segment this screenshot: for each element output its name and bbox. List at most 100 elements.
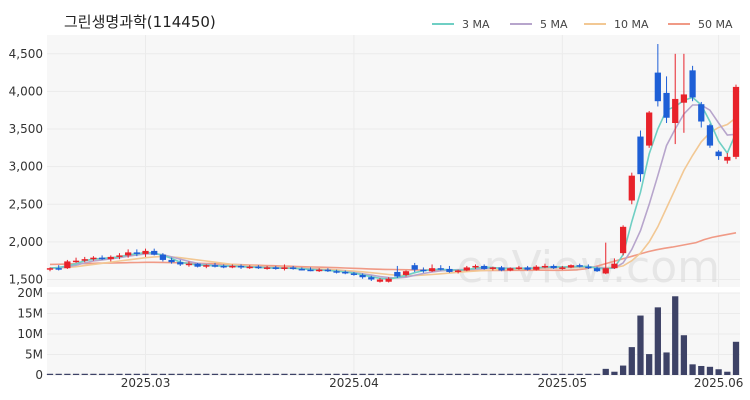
volume-bar [133,373,140,375]
volume-tick-label: 5M [25,348,43,362]
axis-labels: 1,500 2,000 2,500 3,000 3,500 4,000 4,500 0 5M 10… [9,47,744,390]
volume-bar [541,373,549,375]
candle-body [298,268,305,271]
candle-body [220,265,227,268]
volume-bar [185,373,193,375]
volume-bar [229,373,236,375]
volume-bar [98,373,106,375]
candle-body [116,255,123,257]
volume-bar [116,373,123,375]
volume-bar [698,365,705,375]
candle-body [324,269,331,272]
volume-bar [211,373,219,375]
candle-body [646,112,653,146]
volume-bar [567,373,575,375]
volume-bar [237,373,245,375]
candle-body [715,151,722,157]
volume-bar [359,373,366,375]
legend-label-10ma: 10 MA [614,18,649,31]
volume-bar [307,373,314,375]
volume-bar [342,373,349,375]
volume-bar [90,373,97,375]
candle-body [472,265,479,268]
volume-bar [706,366,714,375]
candle-body [411,265,418,270]
volume-bar [420,373,427,375]
candle-body [585,266,592,269]
volume-bar [628,347,635,375]
volume-bar [732,341,740,375]
candle-body [263,267,271,269]
candle-body [316,269,323,272]
price-tick-label: 4,500 [9,47,43,61]
candlesticks [46,44,740,283]
volume-bar [489,373,496,375]
candle-body [90,257,97,260]
volume-bar [611,371,618,375]
volume-bar [316,373,323,375]
volume-bar [559,373,566,375]
volume-bar [724,371,731,375]
candle-body [376,279,384,282]
candle-body [489,267,496,269]
candle-body [550,265,557,269]
volume-bar [585,373,592,375]
volume-bar [689,364,696,375]
candle-body [333,271,340,273]
volume-bar [151,373,158,375]
candle-body [724,156,731,161]
volume-bar [324,373,331,375]
candle-body [290,267,297,269]
candle-body [524,267,531,270]
volume-bar [350,373,358,375]
x-tick-label: 2025.06 [694,376,744,390]
volume-bar [507,373,514,375]
candle-body [498,267,505,271]
candle-body [402,271,410,275]
volume-bar [125,373,132,375]
legend: 3 MA 5 MA 10 MA 50 MA [432,18,733,31]
volume-bar [550,373,557,375]
legend-label-5ma: 5 MA [540,18,568,31]
volume-bar [498,373,505,375]
candle-body [689,70,696,98]
x-tick-label: 2025.03 [121,376,171,390]
volume-bar [646,354,653,375]
candle-body [593,268,601,272]
candle-body [611,263,618,269]
candle-body [350,273,358,275]
volume-bar [472,373,479,375]
volume-bar [272,373,279,375]
volume-bar [246,373,253,375]
volume-bar [46,373,54,375]
volume-bar [263,373,271,375]
candle-body [359,274,366,278]
candle-body [107,256,114,260]
volume-bar [81,373,88,375]
candle-body [237,265,245,268]
candle-body [211,265,219,267]
candle-body [272,267,279,269]
volume-bar [368,373,375,375]
candle-body [507,268,514,271]
volume-bar [290,373,297,375]
volume-bar [194,373,201,375]
candle-body [455,270,462,272]
volume-bar [524,373,531,375]
candle-body [394,271,401,277]
volume-bar [619,365,627,375]
volume-bar [533,373,540,375]
candle-body [81,259,88,261]
volume-bar [455,373,462,375]
candle-body [125,252,132,256]
volume-bar [333,373,340,375]
candle-body [541,265,549,268]
candle-body [637,136,644,175]
x-tick-label: 2025.04 [329,376,379,390]
candle-body [732,86,740,157]
candle-body [255,266,262,269]
volume-bar [515,373,523,375]
volume-bar [481,373,488,375]
volume-tick-label: 10M [17,327,43,341]
volume-bar [64,373,71,375]
